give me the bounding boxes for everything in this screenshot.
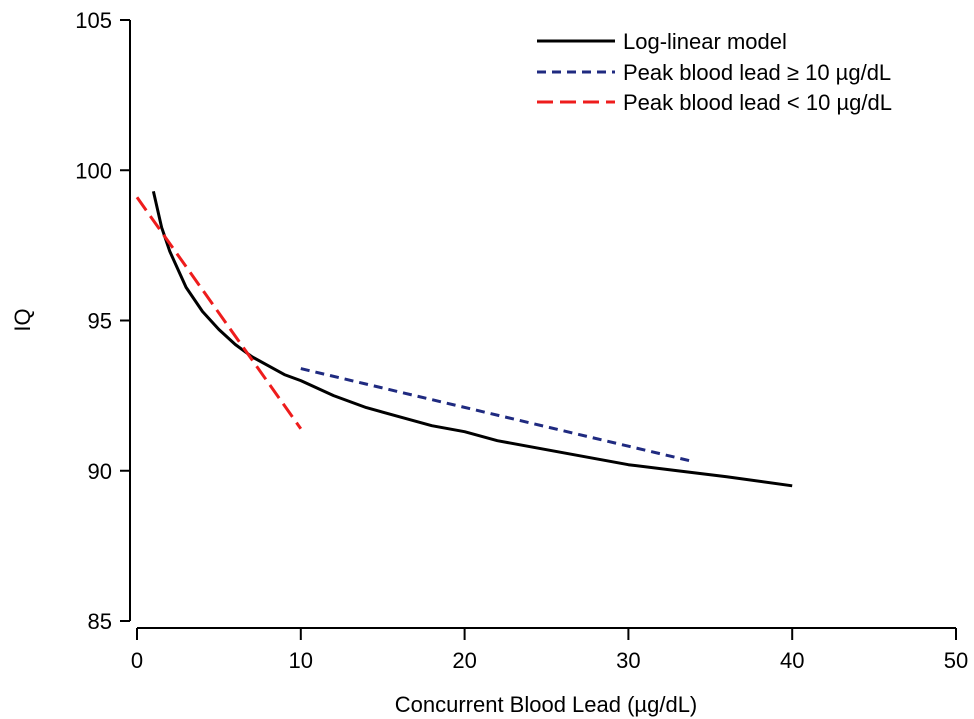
x-tick-label: 30 — [616, 648, 640, 673]
series-line-0 — [151, 190, 793, 488]
x-tick-label: 40 — [780, 648, 804, 673]
y-tick-label: 90 — [88, 459, 112, 484]
x-tick-label: 20 — [452, 648, 476, 673]
x-tick-label: 10 — [289, 648, 313, 673]
x-tick-label: 50 — [944, 648, 968, 673]
tick-marks: 85 90 95 100 105 0 10 20 30 40 50 — [75, 8, 968, 673]
legend-item-peak-ge-10: Peak blood lead ≥ 10 µg/dL — [537, 60, 891, 85]
y-tick-label: 100 — [75, 158, 112, 183]
x-tick-label: 0 — [131, 648, 143, 673]
series-line-1 — [300, 367, 695, 464]
legend-item-peak-lt-10: Peak blood lead < 10 µg/dL — [537, 90, 892, 115]
legend-label-peak-ge-10: Peak blood lead ≥ 10 µg/dL — [623, 60, 891, 85]
x-axis-title: Concurrent Blood Lead (µg/dL) — [395, 692, 698, 717]
y-tick-label: 85 — [88, 609, 112, 634]
legend-label-peak-lt-10: Peak blood lead < 10 µg/dL — [623, 90, 892, 115]
legend-label-log-linear-model: Log-linear model — [623, 29, 787, 54]
y-tick-label: 95 — [88, 309, 112, 334]
legend-item-log-linear-model: Log-linear model — [537, 29, 787, 54]
series-lines — [135, 190, 793, 488]
y-tick-label: 105 — [75, 8, 112, 33]
series-line-2 — [135, 196, 303, 430]
y-axis-title: IQ — [10, 308, 35, 331]
legend: Log-linear model Peak blood lead ≥ 10 µg… — [537, 29, 892, 115]
